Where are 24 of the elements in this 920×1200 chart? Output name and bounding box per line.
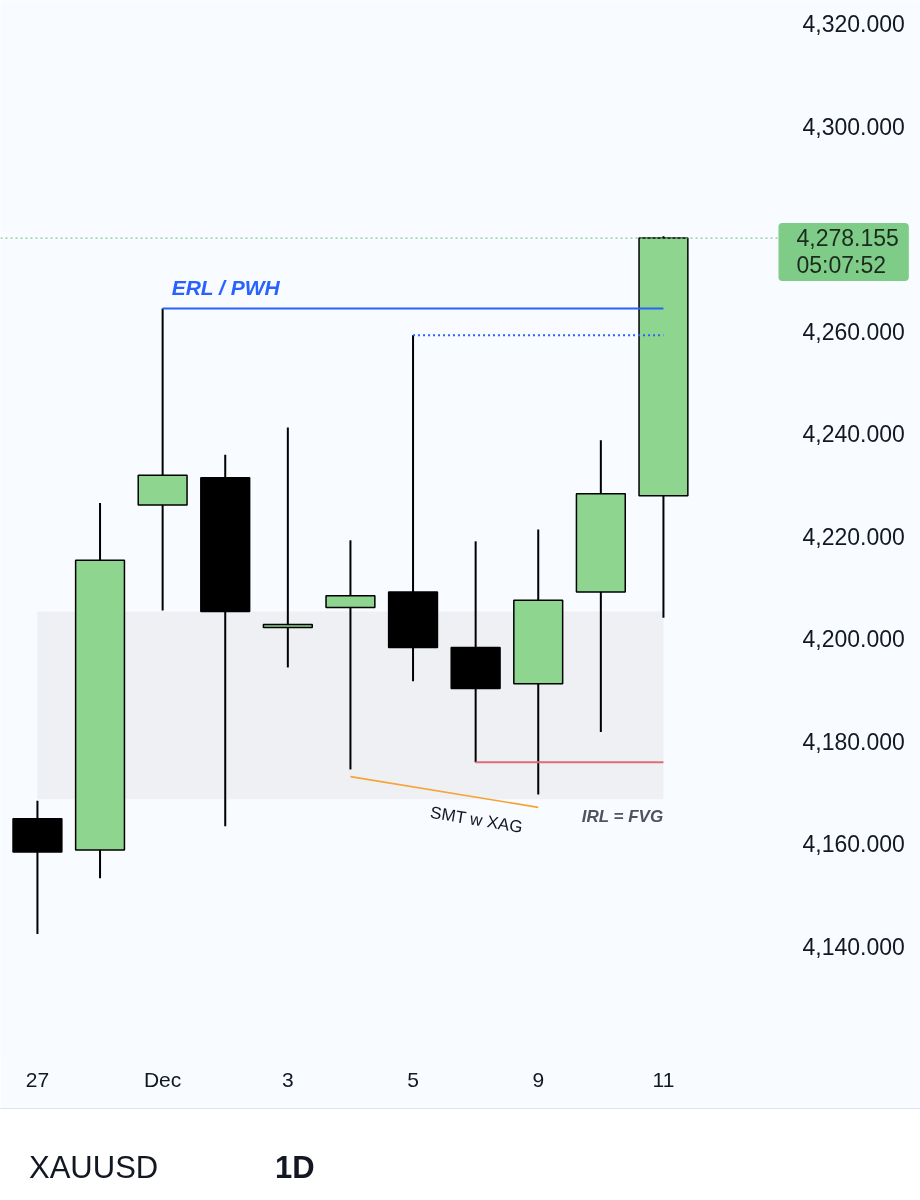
ref-line-label: 4,278.155 [796,225,899,252]
x-tick-label: 27 [25,1067,50,1091]
text: 05:07:52 [796,252,887,279]
x-tick-label: 11 [652,1067,675,1091]
y-tick-label: 4,220.000 [802,523,905,550]
ref-line-label: ERL / PWH [171,275,281,299]
candlestick [325,539,376,771]
band-label: IRL = FVG [581,807,664,827]
y-tick-label: 4,260.000 [802,318,905,345]
y-tick-label: 4,300.000 [802,113,905,140]
candlestick [137,307,188,612]
y-tick-label: 4,200.000 [802,626,905,653]
x-tick-label: 5 [407,1067,419,1091]
text: XAUUSD [29,1150,159,1186]
y-tick-label: 4,160.000 [802,831,905,858]
x-tick-label: 9 [532,1067,545,1091]
y-tick-label: 4,180.000 [802,728,905,755]
y-tick-label: 4,240.000 [802,421,905,448]
text: SMT w XAG [428,802,524,837]
x-tick-label: 3 [282,1067,294,1091]
y-tick-label: 4,140.000 [802,933,905,960]
y-tick-label: 4,320.000 [802,11,905,38]
x-tick-label: Dec [143,1067,182,1091]
text: 1D [275,1150,315,1186]
